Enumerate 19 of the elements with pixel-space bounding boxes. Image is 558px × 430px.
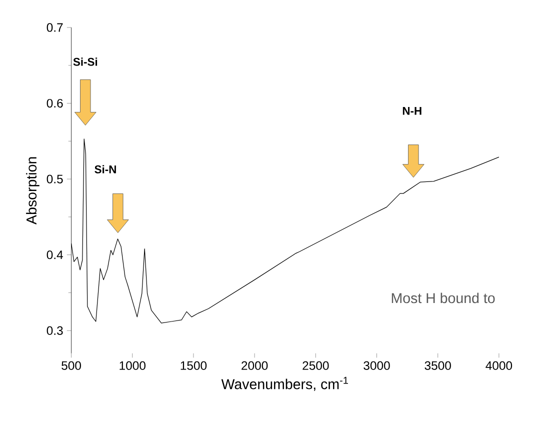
x-axis-title: Wavenumbers, cm$^{-1}$ (221, 377, 348, 392)
annotation: Si-N (94, 165, 116, 174)
x-tick-label: 3500 (424, 361, 451, 370)
x-tick-label: 2000 (242, 361, 268, 370)
y-tick-label: 0.6 (46, 99, 63, 108)
y-tick-label: 0.5 (46, 174, 63, 184)
y-axis-title: Absorption (26, 157, 40, 225)
y-tick-label: 0.3 (46, 326, 63, 336)
x-tick-label: 3000 (364, 361, 390, 370)
x-tick-label: 500 (62, 361, 81, 370)
annotation: Si-Si (73, 58, 98, 66)
annotation: N-H (402, 107, 422, 115)
annotation: Most H bound to (392, 292, 495, 304)
y-tick-label: 0.4 (46, 250, 63, 260)
y-tick-label: 0.7 (46, 23, 63, 32)
x-tick-label: 1500 (180, 361, 207, 370)
x-tick-label: 1000 (120, 361, 146, 370)
x-tick-label: 4000 (486, 361, 512, 370)
x-tick-label: 2500 (302, 361, 329, 370)
